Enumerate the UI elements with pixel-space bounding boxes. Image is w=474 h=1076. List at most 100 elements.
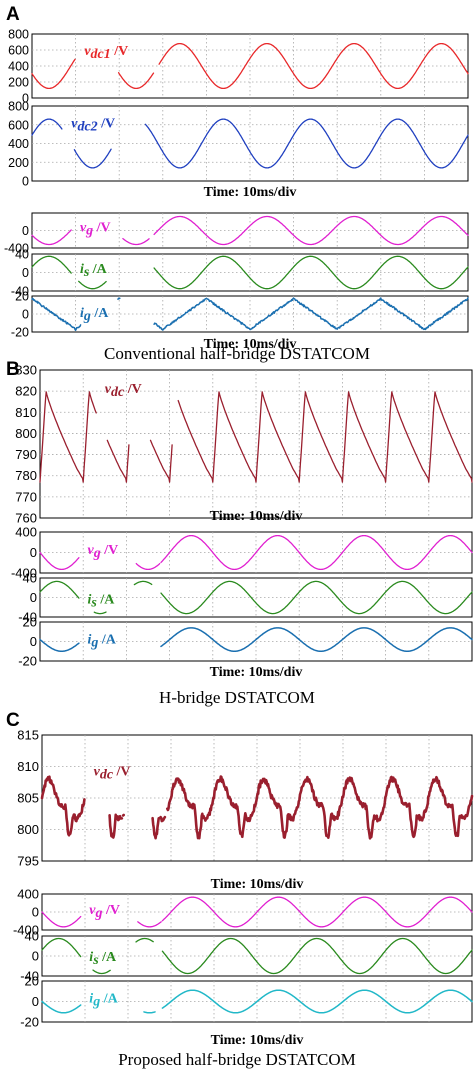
series-label: vdc1 /V bbox=[84, 44, 128, 62]
subplot-c-vdc: 795 800 805 810 815 vdc /V bbox=[17, 728, 474, 869]
y-tick-label: 800 bbox=[15, 426, 37, 441]
y-tick-label: 600 bbox=[8, 44, 29, 58]
y-tick-label: 810 bbox=[15, 405, 37, 420]
trace-c-is bbox=[41, 937, 473, 975]
subplot-a-ig: -20 0 20 ig /A bbox=[11, 290, 469, 340]
y-tick-label: 810 bbox=[17, 759, 39, 774]
series-label: vdc /V bbox=[105, 382, 142, 400]
y-tick-label: -20 bbox=[18, 654, 37, 669]
y-tick-label: -20 bbox=[11, 326, 29, 340]
subplot-a-is: -40 0 40 is /A bbox=[11, 248, 469, 299]
y-tick-label: 400 bbox=[8, 137, 29, 151]
y-tick-label: 780 bbox=[15, 468, 37, 483]
trace-b-vdc bbox=[39, 391, 473, 483]
panel-caption: Conventional half-bridge DSTATCOM bbox=[104, 344, 370, 363]
trace-b-vg bbox=[39, 534, 473, 571]
panel-letter: B bbox=[6, 359, 20, 380]
subplot-b-ig: -20 0 20 ig /A bbox=[18, 615, 473, 669]
y-tick-label: 0 bbox=[32, 949, 39, 964]
panel-caption: H-bridge DSTATCOM bbox=[159, 688, 315, 707]
series-label: vg /V bbox=[80, 220, 111, 238]
y-tick-label: -40 bbox=[18, 610, 37, 625]
y-tick-label: 20 bbox=[23, 615, 37, 630]
y-tick-label: -400 bbox=[4, 242, 29, 256]
y-tick-label: 400 bbox=[17, 887, 39, 902]
subplot-a-vdc2: 0 200 400 600 800 vdc2 /V bbox=[8, 100, 469, 189]
y-tick-label: 0 bbox=[32, 905, 39, 920]
trace-b-ig bbox=[39, 627, 473, 653]
y-tick-label: 830 bbox=[15, 363, 37, 378]
series-label: is /A bbox=[80, 262, 108, 280]
series-label: is /A bbox=[88, 592, 116, 610]
series-label: ig /A bbox=[89, 991, 118, 1009]
panel-b: B 760 770 780 790 800 810 820 830 vdc /V Time: 10m… bbox=[6, 359, 473, 707]
time-scale-label: Time: 10ms/div bbox=[211, 1033, 304, 1048]
y-tick-label: 40 bbox=[15, 248, 29, 262]
y-tick-label: 790 bbox=[15, 447, 37, 462]
y-tick-label: 40 bbox=[23, 571, 37, 586]
y-tick-label: -400 bbox=[13, 923, 39, 938]
series-label: vg /V bbox=[89, 903, 120, 921]
trace-a-vg bbox=[31, 215, 469, 246]
time-scale-label: Time: 10ms/div bbox=[210, 509, 303, 524]
series-label: vdc /V bbox=[94, 764, 131, 782]
y-tick-label: 805 bbox=[17, 791, 39, 806]
y-tick-label: 400 bbox=[15, 525, 37, 540]
y-tick-label: 40 bbox=[25, 929, 39, 944]
series-label: is /A bbox=[89, 950, 117, 968]
y-tick-label: 20 bbox=[25, 974, 39, 989]
time-scale-label: Time: 10ms/div bbox=[210, 665, 303, 680]
y-tick-label: 200 bbox=[8, 76, 29, 90]
y-tick-label: 815 bbox=[17, 728, 39, 743]
y-tick-label: -400 bbox=[11, 566, 37, 581]
y-tick-label: 0 bbox=[22, 92, 29, 106]
y-tick-label: 200 bbox=[8, 156, 29, 170]
y-tick-label: 795 bbox=[17, 854, 39, 869]
series-label: ig /A bbox=[80, 306, 109, 324]
subplot-b-is: -40 0 40 is /A bbox=[18, 571, 473, 625]
y-tick-label: 0 bbox=[22, 175, 29, 189]
subplot-c-is: -40 0 40 is /A bbox=[20, 929, 473, 984]
y-tick-label: 760 bbox=[15, 511, 37, 526]
panel-caption: Proposed half-bridge DSTATCOM bbox=[118, 1050, 356, 1069]
y-tick-label: 0 bbox=[30, 545, 37, 560]
series-label: vdc2 /V bbox=[71, 117, 115, 135]
y-tick-label: -40 bbox=[20, 969, 39, 984]
trace-a-vdc2 bbox=[31, 118, 469, 169]
trace-c-vg bbox=[41, 896, 473, 928]
y-tick-label: 0 bbox=[22, 308, 29, 322]
y-tick-label: 0 bbox=[30, 590, 37, 605]
y-tick-label: 0 bbox=[22, 266, 29, 280]
time-scale-label: Time: 10ms/div bbox=[204, 185, 297, 200]
time-scale-label: Time: 10ms/div bbox=[204, 337, 297, 352]
y-tick-label: -20 bbox=[20, 1015, 39, 1030]
subplot-c-vg: -400 0 400 vg /V bbox=[13, 887, 473, 938]
subplot-b-vdc: 760 770 780 790 800 810 820 830 vdc /V bbox=[15, 363, 473, 526]
series-label: vg /V bbox=[88, 543, 119, 561]
y-tick-label: 820 bbox=[15, 384, 37, 399]
panel-letter: C bbox=[6, 710, 20, 731]
subplot-b-vg: -400 0 400 vg /V bbox=[11, 525, 473, 581]
series-label: ig /A bbox=[88, 632, 117, 650]
y-tick-label: 770 bbox=[15, 489, 37, 504]
y-tick-label: -40 bbox=[11, 285, 29, 299]
y-tick-label: 400 bbox=[8, 60, 29, 74]
y-tick-label: 800 bbox=[8, 28, 29, 42]
trace-a-ig bbox=[31, 297, 469, 332]
panel-letter: A bbox=[6, 4, 20, 25]
y-tick-label: 600 bbox=[8, 118, 29, 132]
subplot-c-ig: -20 0 20 ig /A bbox=[20, 974, 473, 1030]
subplot-a-vg: -400 0 vg /V bbox=[4, 212, 469, 256]
trace-b-is bbox=[39, 580, 473, 615]
time-scale-label: Time: 10ms/div bbox=[211, 877, 304, 892]
trace-c-vdc bbox=[40, 775, 474, 840]
trace-a-is bbox=[31, 255, 469, 290]
y-tick-label: 0 bbox=[32, 994, 39, 1009]
subplot-a-vdc1: 0 200 400 600 800 vdc1 /V bbox=[8, 28, 469, 106]
y-tick-label: 20 bbox=[15, 290, 29, 304]
y-tick-label: 0 bbox=[30, 634, 37, 649]
trace-c-ig bbox=[41, 989, 473, 1014]
